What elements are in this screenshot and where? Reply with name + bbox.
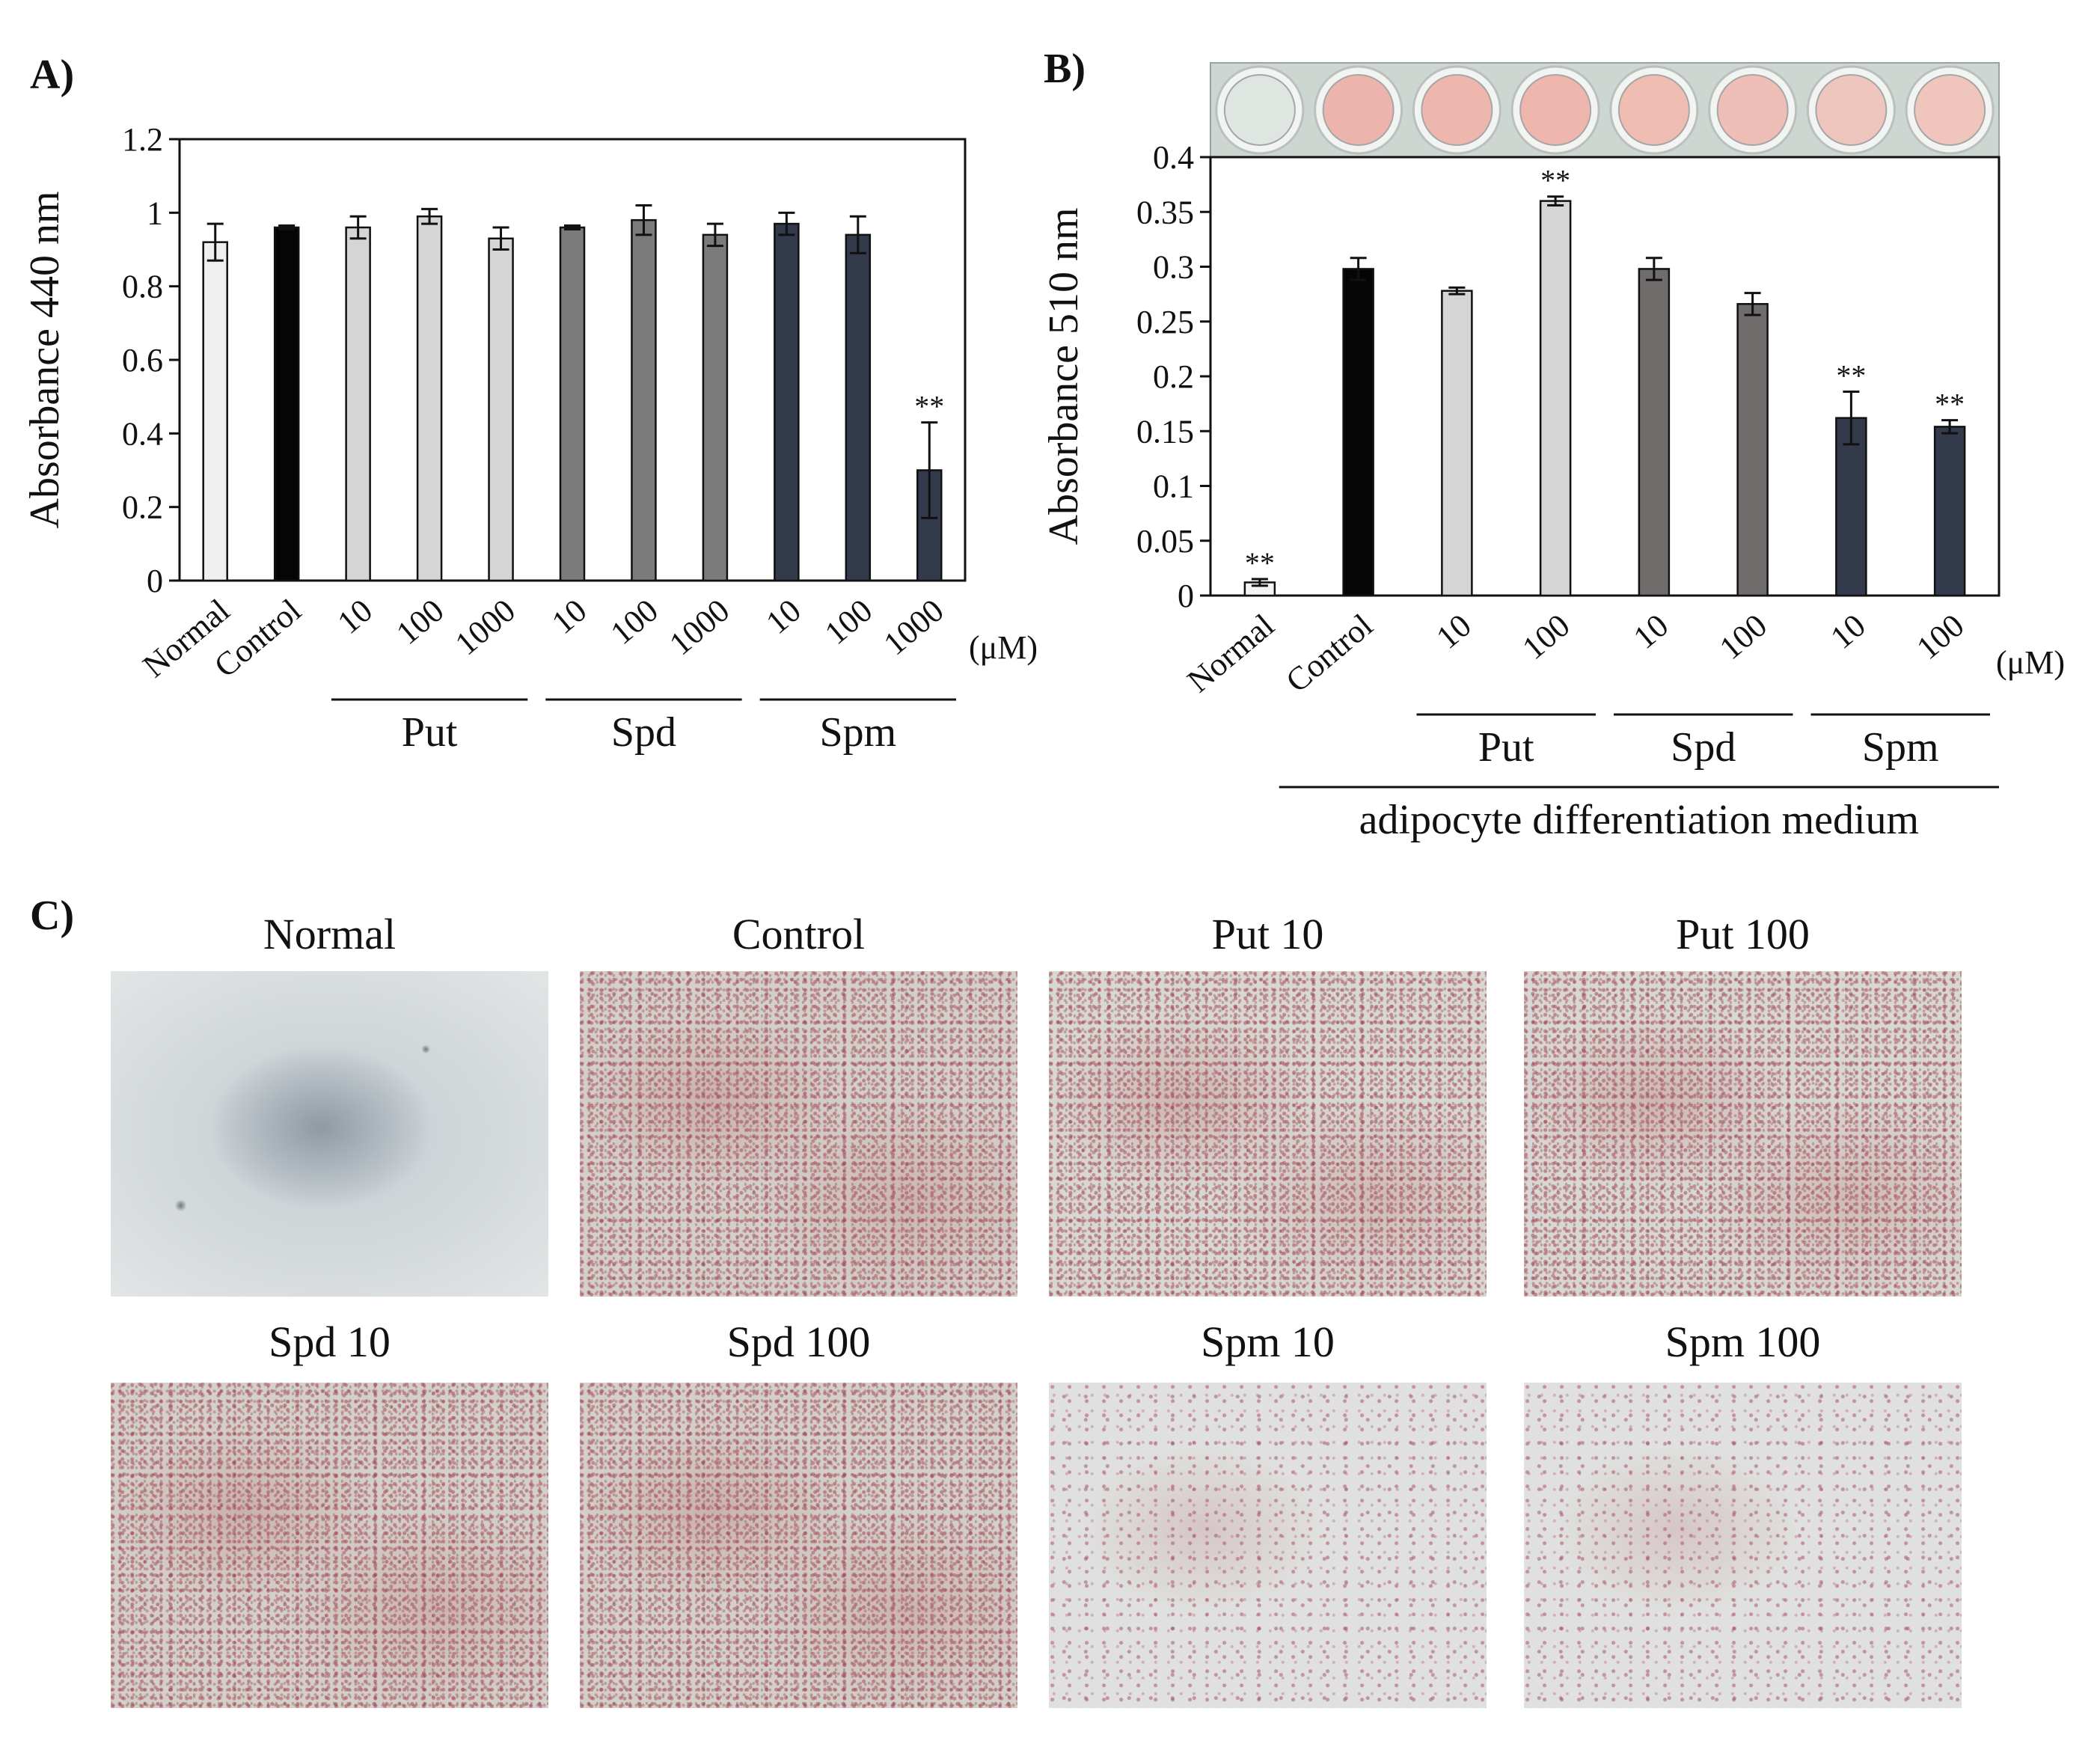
- chart-b-y-tick-label: 0.35: [1136, 194, 1194, 230]
- micrograph-spm10: [1049, 1383, 1487, 1708]
- chart-a-unit-label: (μM): [969, 629, 1038, 666]
- well-fill: [1223, 74, 1296, 146]
- chart-b-plot-frame: [1209, 156, 2000, 597]
- chart-b-category-label: Normal: [1181, 607, 1281, 700]
- well-fill: [1914, 74, 1986, 146]
- chart-a-y-tick-label: 0.6: [122, 342, 163, 379]
- chart-b-category-label: 10: [1824, 607, 1873, 656]
- chart-a-bar: [559, 226, 586, 582]
- chart-b-category-label: 10: [1626, 607, 1675, 656]
- chart-a-category-label: 100: [818, 592, 879, 652]
- chart-a-bar: [202, 241, 228, 582]
- micrograph-spd100: [580, 1383, 1017, 1708]
- chart-b-bar: [1736, 303, 1769, 597]
- chart-b-bar: [1342, 268, 1374, 597]
- chart-b-significance-label: **: [1935, 388, 1965, 421]
- chart-b-category-label: 100: [1515, 607, 1576, 667]
- chart-a-category-label: 100: [389, 592, 450, 652]
- micrograph-label-spd100: Spd 100: [726, 1318, 871, 1366]
- chart-a-category-label: 1000: [662, 592, 736, 662]
- chart-b-bar: [1638, 268, 1671, 597]
- chart-b-y-tick-label: 0.2: [1153, 358, 1194, 395]
- chart-a-bar: [631, 218, 657, 582]
- chart-a-category-label: 10: [331, 592, 379, 641]
- chart-b-group-label: Spd: [1671, 724, 1736, 771]
- chart-a-group-label: Spm: [819, 709, 896, 756]
- chart-b: 0 0.05 0.1 0.15 0.2 0.25 0.3 0.35 0.4 Absorbance …: [1041, 139, 2065, 843]
- chart-b-group-label: Spm: [1862, 724, 1939, 771]
- chart-a-group-label: Spd: [611, 709, 676, 756]
- well-fill: [1322, 74, 1395, 146]
- chart-a-y-tick-label: 0.4: [122, 415, 163, 452]
- chart-a-bar: [345, 226, 371, 582]
- micrograph-label-spd10: Spd 10: [269, 1318, 391, 1366]
- chart-b-category-label: Control: [1279, 607, 1380, 700]
- micrograph-label-control: Control: [732, 910, 866, 958]
- micrograph-control: [580, 971, 1017, 1297]
- micrograph-label-spm10: Spm 10: [1201, 1318, 1335, 1366]
- chart-a-significance-label: **: [914, 390, 944, 423]
- chart-b-unit-label: (μM): [1996, 644, 2065, 681]
- chart-b-bar: [1441, 290, 1473, 597]
- panel-label-b: B): [1044, 46, 1086, 92]
- chart-a-category-label: 10: [545, 592, 593, 641]
- chart-a-y-tick-label: 1.2: [122, 121, 163, 158]
- micrograph-label-put100: Put 100: [1676, 910, 1810, 958]
- micrograph-label-put10: Put 10: [1211, 910, 1324, 958]
- well-fill: [1421, 74, 1493, 146]
- chart-b-y-tick-label: 0.05: [1136, 523, 1194, 560]
- chart-a-bar: [774, 222, 800, 582]
- chart-b-significance-label: **: [1245, 546, 1275, 580]
- chart-a-category-label: 1000: [877, 592, 951, 662]
- chart-a-y-tick-label: 1: [147, 195, 163, 231]
- chart-b-category-label: 100: [1712, 607, 1774, 667]
- chart-b-y-tick-label: 0.3: [1153, 249, 1194, 286]
- chart-a-y-tick-label: 0: [147, 563, 163, 599]
- chart-b-super-group-label: adipocyte differentiation medium: [1359, 797, 1920, 843]
- chart-b-y-tick-label: 0: [1178, 578, 1194, 614]
- chart-a-bar: [488, 237, 514, 582]
- chart-a-y-tick-label: 0.2: [122, 489, 163, 526]
- chart-b-group-label: Put: [1478, 724, 1534, 771]
- micrograph-spd10: [111, 1383, 548, 1708]
- chart-b-significance-label: **: [1836, 359, 1866, 393]
- chart-a-category-label: 100: [604, 592, 665, 652]
- chart-b-bar: [1835, 417, 1867, 597]
- micrograph-put10: [1049, 971, 1487, 1297]
- micrograph-put100: [1524, 971, 1962, 1297]
- chart-b-bar: [1933, 426, 1966, 597]
- chart-a-bar: [702, 233, 729, 582]
- chart-a-y-tick-label: 0.8: [122, 269, 163, 305]
- well-strip: [1210, 62, 2000, 158]
- chart-b-y-axis-label: Absorbance 510 nm: [1041, 207, 1087, 545]
- chart-a-bar: [416, 215, 443, 582]
- chart-b-y-tick-label: 0.15: [1136, 413, 1194, 450]
- micrograph-label-normal: Normal: [263, 910, 397, 958]
- chart-a-category-label: 10: [759, 592, 808, 641]
- chart-a-group-label: Put: [402, 709, 458, 756]
- well-fill: [1519, 74, 1592, 146]
- chart-a-category-label: 1000: [448, 592, 522, 662]
- chart-a-bar: [845, 233, 872, 582]
- chart-b-significance-label: **: [1540, 164, 1570, 198]
- chart-b-category-label: 10: [1430, 607, 1478, 656]
- micrograph-label-spm100: Spm 100: [1665, 1318, 1821, 1366]
- micrograph-normal: [111, 971, 548, 1297]
- chart-b-y-tick-label: 0.25: [1136, 304, 1194, 340]
- micrograph-spm100: [1524, 1383, 1962, 1708]
- chart-b-category-label: 100: [1909, 607, 1971, 667]
- panel-label-c: C): [30, 893, 74, 939]
- chart-b-y-tick-label: 0.4: [1153, 139, 1194, 176]
- well-fill: [1815, 74, 1888, 146]
- chart-b-y-tick-label: 0.1: [1153, 468, 1194, 505]
- chart-a-bar: [273, 226, 300, 582]
- well-fill: [1716, 74, 1789, 146]
- chart-a-y-axis-label: Absorbance 440 nm: [22, 191, 68, 528]
- chart-b-bar: [1539, 200, 1572, 597]
- panel-label-a: A): [30, 52, 74, 98]
- well-fill: [1617, 74, 1690, 146]
